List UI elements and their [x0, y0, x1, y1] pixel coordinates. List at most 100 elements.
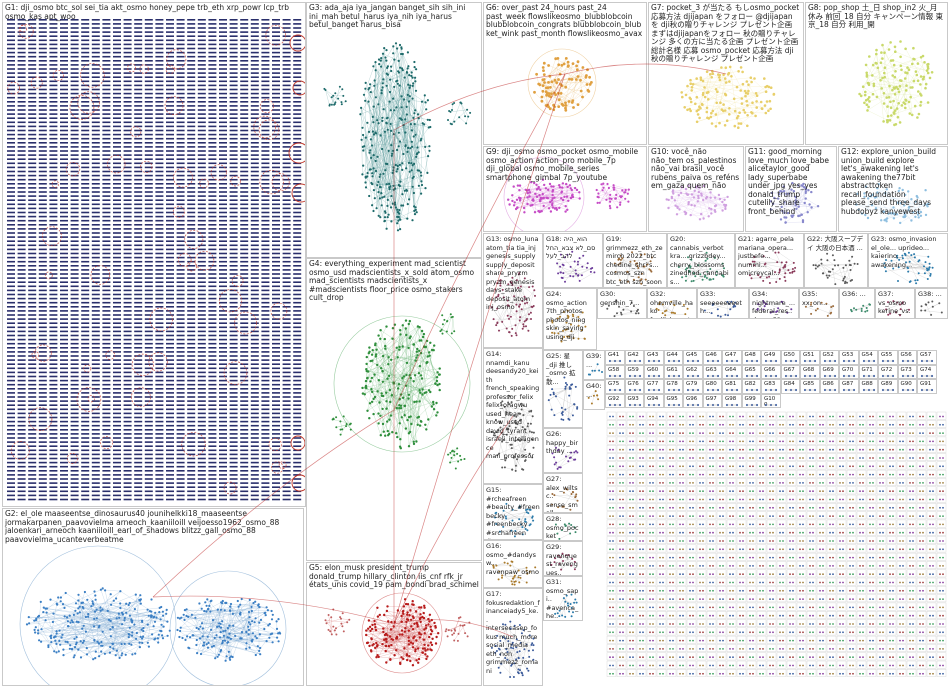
cluster-graph-g8: [858, 40, 934, 127]
group-label: G81: [725, 381, 737, 387]
group-label: G83: [764, 381, 776, 387]
group-panel-g5: G5: elon_musk president_trump donald_tru…: [306, 562, 482, 686]
cluster-graph-g63: [706, 374, 719, 377]
group-panel-g91: G91: [917, 379, 937, 394]
group-panel-g80: G80: [702, 379, 722, 394]
group-label: G21: agarre_pela mariana_opera... justbe…: [738, 235, 794, 277]
group-label: G89: [881, 381, 893, 387]
group-panel-g15: G15: #rcheafreen #beauty_#freenbecky #fr…: [483, 484, 543, 540]
cluster-graph-g32: [655, 300, 689, 317]
group-panel-g23: G23: osmo_invasion el_ole... uprideo... …: [868, 233, 948, 288]
group-panel-g68: G68: [800, 364, 820, 379]
cluster-graph-g30: [606, 299, 640, 318]
cluster-graph-g89: [881, 388, 895, 392]
group-panel-g6: G6: over_past 24_hours past_24 past_week…: [483, 2, 647, 145]
group-label: G65: [744, 366, 756, 373]
group-panel-g32: G32: ohemville_hako funlilcharacter_l.. …: [647, 288, 697, 319]
cluster-graph-g45: [686, 359, 700, 363]
group-label: G47: [725, 352, 737, 358]
group-label: G16: osmo_#dandysw... ravenpaw_osmo: [486, 542, 539, 576]
group-label: G44: [666, 352, 678, 358]
group-panel-g22: G22: 大阪スープデイ 大阪の日本酒 ...: [804, 233, 868, 288]
group-panel-g29: G29: ravenquest_ravengues.. aether_raven…: [543, 541, 583, 576]
group-label: G53: [842, 352, 854, 358]
group-panel-g64: G64: [722, 364, 742, 379]
cluster-graph-g10: [665, 184, 729, 221]
group-label: G61: [666, 366, 678, 373]
group-label: G57: [920, 352, 932, 358]
cluster-graph-g66: [764, 374, 778, 377]
cluster-graph-g67: [784, 374, 797, 377]
cluster-graph-g22: [812, 252, 859, 286]
group-label: G26: happy_birthday ...: [546, 430, 579, 455]
group-label: G32: ohemville_hako funlilcharacter_l.. …: [650, 290, 694, 318]
group-panel-g25: G25: 星_dji 推し_osmo 拡散...: [543, 350, 583, 428]
group-label: G13: osmo_luna atom_tia tia_inj genesis_…: [486, 235, 539, 311]
group-panel-g38: G38: ...: [915, 288, 948, 319]
cluster-graph-g80: [706, 388, 719, 392]
group-panel-g18: G18: הוא_היה סם_לא צבא_החל להב_לעל: [543, 233, 603, 288]
cluster-graph-g100: [764, 403, 778, 406]
group-label: G38: ...: [918, 290, 942, 298]
cluster-graph-g77: [647, 388, 661, 392]
group-panel-g30: G30: genshin_7...: [597, 288, 647, 319]
group-panel-g36: G36: ...: [839, 288, 875, 319]
cluster-graph-g54: [862, 359, 875, 363]
cluster-graph-g49: [764, 359, 778, 363]
group-panel-g87: G87: [839, 379, 859, 394]
group-panel-g31: G31: osmo_sapi.. #avenca_he.. pounce_doo…: [543, 576, 583, 621]
group-label: G5: elon_musk president_trump donald_tru…: [309, 563, 479, 589]
group-label: G84: [783, 381, 795, 387]
group-label: G80: [705, 381, 717, 387]
cluster-graph-g82: [745, 388, 758, 392]
group-panel-g62: G62: [683, 364, 703, 379]
group-label: G17: fokusredaktion_financeiady5_ke.. in…: [486, 590, 540, 675]
group-panel-g17: G17: fokusredaktion_financeiady5_ke.. in…: [483, 588, 543, 686]
group-panel-g86: G86: [819, 379, 839, 394]
cluster-graph-g46: [706, 359, 719, 363]
group-label: G6: over_past 24_hours past_24 past_week…: [486, 3, 643, 38]
cluster-graph-g75: [608, 388, 622, 392]
group-panel-g27: G27: alex_wiltsc.. sense_small: [543, 473, 583, 513]
group-panel-g58: G58: [605, 364, 625, 379]
group-label: G24: osmo_action 7th_photos photos_ning …: [546, 290, 587, 341]
group-label: G39: ...: [586, 352, 602, 369]
group-panel-g41: G41: [605, 350, 625, 365]
cluster-graph-g3: [323, 42, 472, 232]
cluster-graph-g58: [608, 374, 622, 377]
cluster-graph-g93: [628, 403, 641, 406]
group-panel-g3: G3: ada_aja iya_jangan banget_sih sih_in…: [306, 2, 482, 258]
group-panel-g50: G50: [780, 350, 800, 365]
group-panel-g51: G51: [800, 350, 820, 365]
group-label: G45: [686, 352, 698, 358]
cluster-graph-g33: [703, 300, 737, 318]
cluster-graph-g20: [677, 251, 725, 283]
group-label: G68: [803, 366, 815, 373]
group-label: G18: הוא_היה סם_לא צבא_החל להב_לעל: [546, 235, 596, 260]
group-label: G29: ravenquest_ravengues.. aether_raven…: [546, 543, 578, 576]
group-label: G7: pocket_3 が当たる もしosmo_pocket 応募方法 dji…: [651, 3, 800, 63]
cluster-graph-g99: [745, 403, 758, 406]
cluster-graph-g35: [804, 301, 835, 317]
group-label: G40: ...: [586, 382, 602, 399]
group-label: G2: el_ole maaseentse_dinosaurus40 jouni…: [5, 509, 280, 544]
group-label: G90: [900, 381, 912, 387]
cluster-graph-g84: [784, 388, 797, 392]
group-label: G22: 大阪スープデイ 大阪の日本酒 ...: [807, 235, 864, 252]
group-label: G1: dji_osmo btc_sol sei_tia akt_osmo ho…: [5, 3, 289, 21]
group-label: G99: [744, 395, 756, 402]
group-panel-g21: G21: agarre_pela mariana_opera... justbe…: [735, 233, 804, 288]
cluster-graph-g96: [686, 403, 700, 406]
cluster-graph-g21: [748, 251, 797, 284]
group-label: G62: [686, 366, 698, 373]
cluster-graph-g76: [628, 388, 641, 392]
cluster-graph-g11: [769, 181, 820, 224]
cluster-graph-g42: [628, 359, 641, 363]
cluster-graph-g74: [920, 374, 934, 377]
group-panel-g24: G24: osmo_action 7th_photos photos_ning …: [543, 288, 597, 350]
group-label: G15: #rcheafreen #beauty_#freenbecky #fr…: [486, 486, 540, 539]
group-panel-g66: G66: [761, 364, 781, 379]
group-panel-g33: G33: seeeeeeeeeth...: [697, 288, 749, 319]
cluster-graph-g97: [706, 403, 719, 406]
group-label: G93: [627, 395, 639, 402]
